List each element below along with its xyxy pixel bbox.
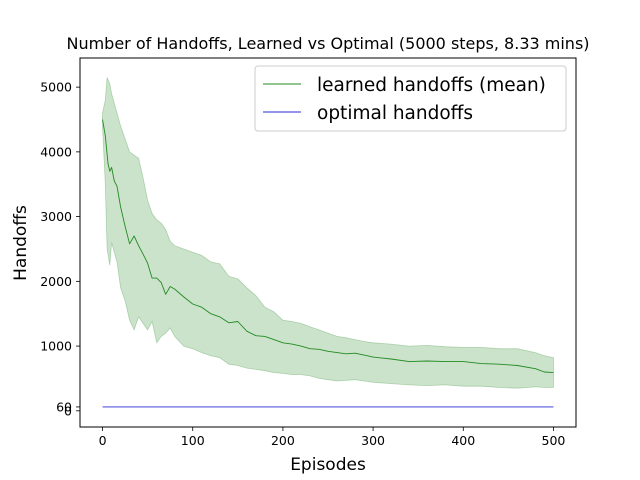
y-tick-label: 0 <box>64 403 72 418</box>
x-tick-label: 100 <box>181 433 205 448</box>
x-axis-label: Episodes <box>290 455 366 475</box>
y-tick-label: 4000 <box>40 144 72 159</box>
x-tick-label: 300 <box>361 433 385 448</box>
x-tick-label: 500 <box>542 433 566 448</box>
y-axis-ticks: 060 1000 2000 3000 4000 5000 <box>40 80 80 418</box>
legend: learned handoffs (mean) optimal handoffs <box>254 65 567 132</box>
y-axis-label: Handoffs <box>11 205 31 281</box>
x-tick-label: 200 <box>271 433 295 448</box>
uncertainty-band-layer <box>102 77 554 389</box>
legend-box <box>254 65 567 132</box>
y-tick-label: 1000 <box>40 339 72 354</box>
x-tick-label: 0 <box>99 433 107 448</box>
y-tick-label: 3000 <box>40 209 72 224</box>
learned-handoffs-mean-line <box>102 119 554 374</box>
x-tick-label: 400 <box>451 433 475 448</box>
legend-label-learned: learned handoffs (mean) <box>317 75 546 96</box>
learned-handoffs-range-band <box>102 77 554 389</box>
y-tick-label: 5000 <box>40 80 72 95</box>
plot-frame <box>79 57 577 428</box>
legend-label-optimal: optimal handoffs <box>317 103 473 124</box>
series-layer <box>102 119 554 408</box>
y-tick-label: 2000 <box>40 274 72 289</box>
x-axis-ticks: 0 100 200 300 400 500 <box>99 427 566 448</box>
y-tick-label: 60 <box>56 399 72 414</box>
chart-title: Number of Handoffs, Learned vs Optimal (… <box>66 34 589 53</box>
